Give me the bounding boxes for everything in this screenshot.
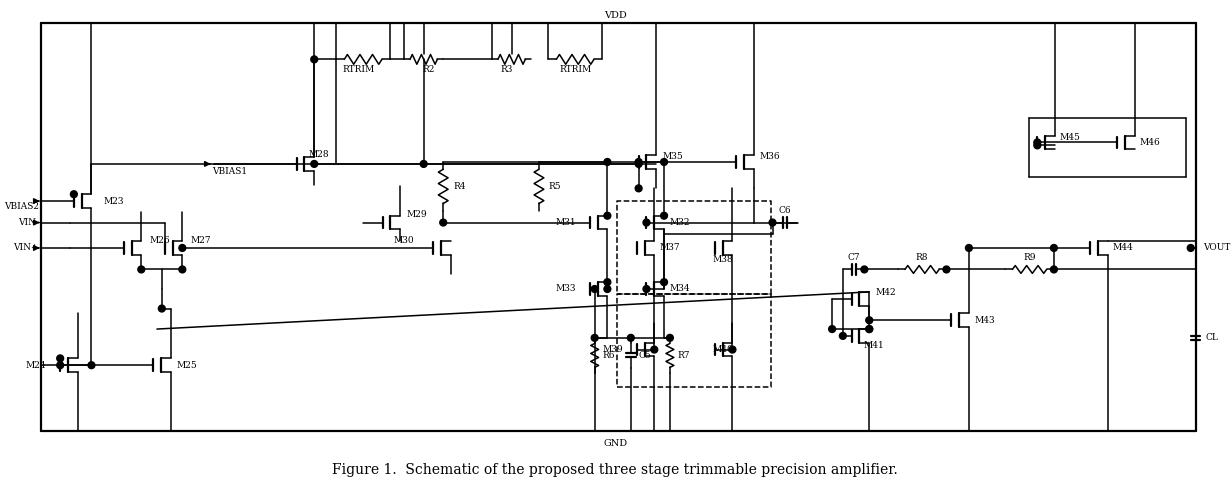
Text: M36: M36: [760, 152, 780, 160]
Text: R6: R6: [602, 351, 615, 360]
Circle shape: [660, 279, 668, 285]
Text: M38: M38: [713, 255, 733, 264]
Text: M42: M42: [875, 288, 896, 297]
Circle shape: [604, 212, 611, 219]
Circle shape: [138, 266, 144, 273]
Text: M30: M30: [393, 236, 414, 245]
Text: M41: M41: [864, 341, 885, 350]
Text: VIN-: VIN-: [17, 218, 38, 227]
Text: GND: GND: [604, 439, 627, 448]
Text: M32: M32: [670, 218, 690, 227]
Text: M34: M34: [670, 284, 691, 294]
Text: M33: M33: [556, 284, 577, 294]
Circle shape: [70, 191, 78, 198]
Text: M45: M45: [1060, 133, 1080, 142]
Circle shape: [179, 245, 186, 251]
Circle shape: [420, 160, 428, 167]
Circle shape: [636, 185, 642, 192]
Text: VDD: VDD: [604, 11, 627, 20]
Text: R5: R5: [548, 182, 562, 191]
Circle shape: [660, 212, 668, 219]
Text: M25: M25: [176, 361, 197, 369]
Text: M35: M35: [662, 152, 683, 160]
Circle shape: [1034, 142, 1041, 149]
Text: Figure 1.  Schematic of the proposed three stage trimmable precision amplifier.: Figure 1. Schematic of the proposed thre…: [333, 463, 898, 477]
Text: C7: C7: [848, 253, 860, 262]
Text: C5: C5: [638, 351, 652, 360]
Text: CL: CL: [1205, 334, 1218, 342]
Circle shape: [636, 158, 642, 165]
Text: C6: C6: [779, 206, 791, 215]
Circle shape: [667, 335, 674, 341]
Text: M40: M40: [713, 345, 733, 354]
Circle shape: [660, 158, 668, 165]
Text: M44: M44: [1112, 244, 1133, 252]
Circle shape: [310, 56, 318, 63]
Circle shape: [861, 266, 867, 273]
Circle shape: [966, 245, 972, 251]
Circle shape: [729, 346, 736, 353]
Text: RTRIM: RTRIM: [342, 64, 375, 74]
Circle shape: [866, 317, 872, 324]
Circle shape: [179, 266, 186, 273]
Circle shape: [87, 362, 95, 369]
Circle shape: [942, 266, 950, 273]
Text: R2: R2: [423, 64, 435, 74]
Text: M31: M31: [556, 218, 577, 227]
Text: RTRIM: RTRIM: [559, 64, 591, 74]
Circle shape: [829, 326, 835, 333]
Text: M23: M23: [103, 196, 123, 206]
Text: R8: R8: [915, 253, 928, 262]
Text: M37: M37: [659, 244, 680, 252]
Circle shape: [591, 335, 598, 341]
Circle shape: [440, 219, 447, 226]
Text: VIN+: VIN+: [14, 244, 38, 252]
Circle shape: [591, 285, 598, 292]
Text: M39: M39: [602, 345, 623, 354]
Text: M24: M24: [26, 361, 47, 369]
Circle shape: [310, 160, 318, 167]
Text: M28: M28: [308, 150, 329, 158]
Circle shape: [57, 362, 64, 369]
Text: VOUT: VOUT: [1204, 244, 1231, 252]
Text: R9: R9: [1024, 253, 1036, 262]
Circle shape: [866, 326, 872, 333]
Circle shape: [650, 346, 658, 353]
Text: VBIAS1: VBIAS1: [212, 167, 246, 176]
Text: M46: M46: [1140, 138, 1161, 147]
Circle shape: [57, 355, 64, 362]
Circle shape: [1188, 245, 1194, 251]
Text: M26: M26: [149, 236, 170, 245]
Circle shape: [643, 285, 650, 292]
Circle shape: [866, 326, 872, 333]
Circle shape: [604, 285, 611, 292]
Text: M43: M43: [975, 316, 995, 325]
Text: M29: M29: [407, 210, 426, 219]
Circle shape: [1051, 266, 1057, 273]
Circle shape: [636, 160, 642, 167]
Text: M27: M27: [190, 236, 211, 245]
Text: VBIAS2: VBIAS2: [4, 202, 38, 212]
Circle shape: [769, 219, 776, 226]
Text: R3: R3: [500, 64, 513, 74]
Circle shape: [1051, 245, 1057, 251]
Text: R4: R4: [453, 182, 466, 191]
Circle shape: [604, 158, 611, 165]
Circle shape: [643, 219, 650, 226]
Text: R7: R7: [678, 351, 690, 360]
Circle shape: [839, 333, 846, 339]
Circle shape: [604, 279, 611, 285]
Circle shape: [159, 305, 165, 312]
Circle shape: [1034, 139, 1041, 146]
Circle shape: [627, 335, 634, 341]
